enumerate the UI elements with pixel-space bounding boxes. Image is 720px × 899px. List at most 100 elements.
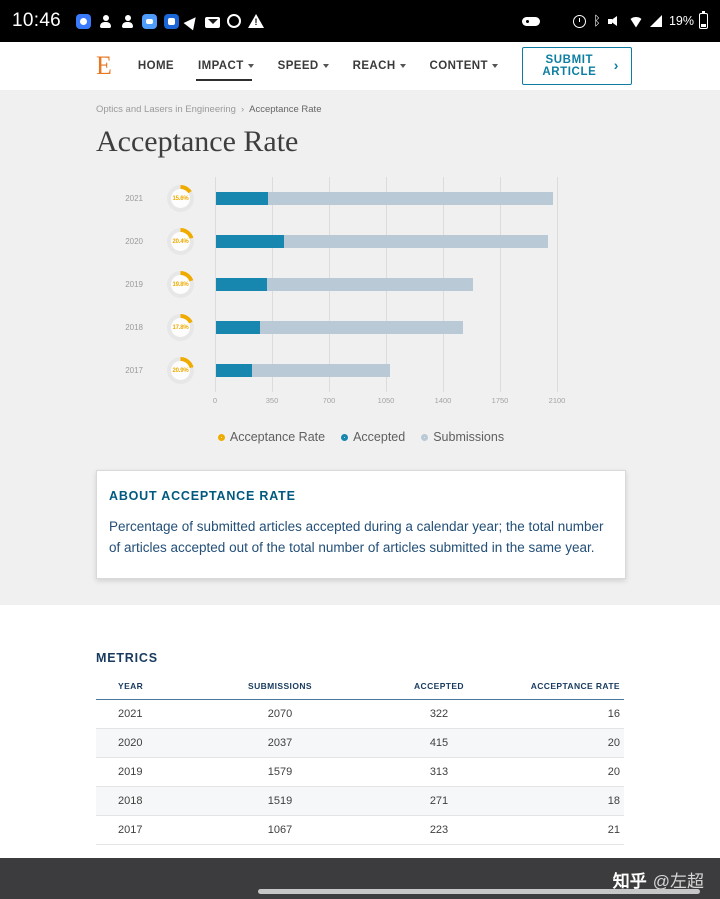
legend-acceptance-rate[interactable]: Acceptance Rate (217, 430, 326, 444)
year-cell: 2019 (118, 766, 143, 778)
chevron-down-icon (399, 64, 406, 68)
x-tick-label: 1750 (491, 396, 509, 405)
x-tick-label: 2100 (548, 396, 566, 405)
metrics-row: 2019 1579 313 20 (96, 758, 624, 787)
nav-item-speed[interactable]: SPEED (278, 42, 329, 90)
bar-track (216, 321, 558, 334)
acceptance-rate-value: 20.4% (172, 238, 189, 245)
bar-track (216, 278, 558, 291)
metrics-title: METRICS (96, 651, 158, 665)
zhihu-watermark: 知乎 @左超 (613, 867, 704, 892)
bar-track (216, 192, 558, 205)
submit-article-label: SUBMIT ARTICLE (542, 54, 597, 78)
nav-item-home[interactable]: HOME (138, 42, 174, 90)
breadcrumb: Optics and Lasers in Engineering Acceptan… (96, 104, 720, 115)
donut-hole: 20.9% (171, 361, 190, 380)
acceptance-rate-donut: 15.6% (167, 185, 194, 212)
site-nav: E HOME IMPACT SPEED REACH CONTENT SUBMIT ART… (0, 42, 720, 90)
legend-label: Accepted (353, 430, 406, 444)
metrics-row: 2020 2037 415 20 (96, 729, 624, 758)
x-tick-label: 350 (265, 396, 279, 405)
breadcrumb-current: Acceptance Rate (249, 104, 322, 115)
bar-track (216, 364, 558, 377)
legend-label: Acceptance Rate (229, 430, 326, 444)
nav-item-impact[interactable]: IMPACT (196, 42, 254, 90)
accepted-cell: 415 (429, 737, 449, 749)
accepted-column-header: ACCEPTED (414, 681, 464, 691)
year-label: 2017 (125, 366, 143, 375)
year-label: 2021 (125, 194, 143, 203)
nav-item-label: IMPACT (198, 60, 244, 72)
year-column-header: YEAR (118, 681, 144, 691)
wifi-icon (628, 16, 643, 28)
submissions-cell: 1067 (267, 824, 293, 836)
gridline (557, 177, 558, 392)
footer-bar: 知乎 @左超 (0, 858, 720, 899)
chart-legend: Acceptance Rate Accepted Submissions (96, 430, 626, 444)
bluetooth-icon (593, 12, 601, 30)
legend-submissions[interactable]: Submissions (421, 430, 504, 444)
accepted-bar (216, 192, 269, 205)
gridline (500, 177, 501, 392)
metrics-table: YEAR SUBMISSIONS ACCEPTED ACCEPTANCE RATE 2… (96, 681, 624, 845)
clock: 10:46 (12, 10, 62, 31)
x-tick-label: 700 (322, 396, 336, 405)
about-body: Percentage of submitted articles accepte… (109, 519, 604, 555)
donut-hole: 17.8% (171, 318, 190, 337)
zhihu-brand: 知乎 (612, 872, 647, 891)
horizontal-scrollbar-thumb[interactable] (258, 889, 700, 894)
acceptance-rate-donut: 19.8% (167, 271, 194, 298)
metrics-row: 2021 2070 322 16 (96, 700, 624, 729)
acceptance-rate-chart: 2021 15.6% 2020 20.4% 2019 19.8% 2018 17.8% 2017… (96, 177, 626, 410)
messenger-icon (76, 13, 92, 29)
chart-row: 2021 15.6% (96, 177, 626, 220)
x-tick-label: 1400 (434, 396, 452, 405)
mail-icon (205, 16, 221, 28)
acceptance-rate-donut: 20.4% (167, 228, 194, 255)
gridline (215, 177, 216, 392)
donut-hole: 15.6% (171, 189, 190, 208)
acceptance-rate-cell: 16 (607, 708, 620, 720)
year-cell: 2021 (118, 708, 143, 720)
acceptance-rate-value: 20.9% (172, 367, 189, 374)
metrics-row: 2017 1067 223 21 (96, 816, 624, 845)
breadcrumb-journal-link[interactable]: Optics and Lasers in Engineering (96, 104, 236, 115)
submissions-cell: 2070 (267, 708, 293, 720)
breadcrumb-separator-icon (236, 104, 249, 115)
about-title: ABOUT ACCEPTANCE RATE (109, 489, 296, 503)
metrics-table-header: YEAR SUBMISSIONS ACCEPTED ACCEPTANCE RATE (96, 681, 624, 700)
status-right-icons (515, 12, 662, 30)
arrow-right-icon (604, 60, 619, 73)
elsevier-logo[interactable]: E (96, 51, 112, 80)
acceptance-rate-value: 19.8% (172, 281, 189, 288)
nav-item-content[interactable]: CONTENT (430, 42, 498, 90)
metrics-section: METRICS YEAR SUBMISSIONS ACCEPTED ACCEPTANC… (0, 605, 720, 858)
year-label: 2020 (125, 237, 143, 246)
chart-row: 2017 20.9% (96, 349, 626, 392)
legend-marker-icon (341, 433, 349, 441)
submissions-column-header: SUBMISSIONS (248, 681, 312, 691)
submissions-cell: 1579 (267, 766, 293, 778)
alarm-icon (573, 14, 587, 28)
acceptance-rate-value: 17.8% (172, 324, 189, 331)
metrics-row: 2018 1519 271 18 (96, 787, 624, 816)
keyboard-icon (522, 16, 541, 26)
acceptance-rate-value: 15.6% (172, 195, 189, 202)
acceptance-rate-donut: 20.9% (167, 357, 194, 384)
submissions-bar (216, 235, 548, 248)
year-label: 2019 (125, 280, 143, 289)
nav-item-reach[interactable]: REACH (353, 42, 406, 90)
accepted-cell: 223 (429, 824, 449, 836)
year-cell: 2017 (118, 824, 143, 836)
year-cell: 2020 (118, 737, 143, 749)
acceptance-rate-cell: 18 (607, 795, 620, 807)
submissions-bar (216, 321, 464, 334)
page-title: Acceptance Rate (96, 125, 299, 158)
accepted-cell: 313 (429, 766, 449, 778)
submit-article-button[interactable]: SUBMIT ARTICLE (521, 47, 632, 85)
acceptance-rate-cell: 20 (607, 766, 620, 778)
legend-accepted[interactable]: Accepted (341, 430, 405, 444)
accepted-bar (216, 235, 284, 248)
zhihu-user: @左超 (652, 872, 704, 891)
